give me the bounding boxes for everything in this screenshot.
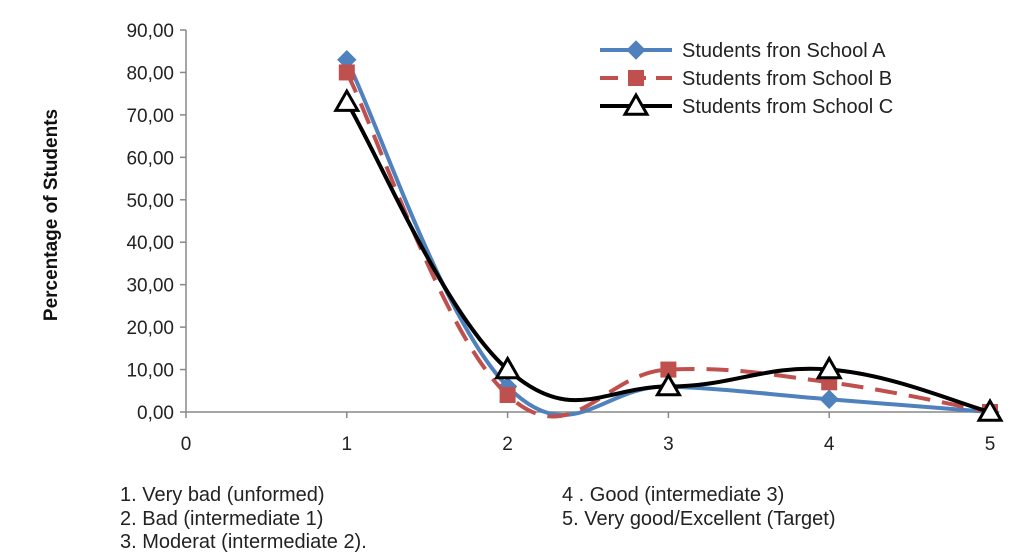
series-school-c-marker [815, 355, 843, 380]
series-school-b-marker [338, 64, 355, 81]
x-tick-label: 5 [985, 434, 996, 455]
legend-2-marker [628, 70, 644, 86]
x-tick-label: 2 [502, 434, 513, 455]
y-tick-labels: 0,00 10,00 20,00 30,00 40,00 50,00 60,00 70,00 8… [126, 21, 186, 424]
series-school-c-marker [976, 397, 1004, 422]
series-school-a-marker [819, 389, 839, 409]
y-tick-label: 20,00 [126, 318, 174, 339]
y-tick-label: 60,00 [126, 148, 174, 169]
y-tick-label: 10,00 [126, 361, 174, 382]
series-school-c-line [345, 101, 991, 414]
legend-1-marker [626, 40, 646, 60]
y-tick-label: 80,00 [126, 63, 174, 84]
note-4: 4 . Good (intermediate 3) [562, 484, 785, 506]
legend-3-marker [622, 91, 650, 116]
y-tick-label: 40,00 [126, 233, 174, 254]
series-school-c-marker [494, 355, 522, 380]
series-group [333, 50, 1004, 422]
series-school-b-marker [499, 387, 516, 404]
series-school-a-line [345, 58, 991, 417]
legend: Students fron School A Students from Scho… [600, 40, 893, 118]
x-tick-label: 1 [342, 434, 353, 455]
series-school-c [333, 88, 1004, 422]
series-school-b-marker [660, 361, 677, 378]
y-tick-label: 70,00 [126, 106, 174, 127]
legend-label-2: Students from School B [682, 68, 892, 90]
y-tick-label: 50,00 [126, 191, 174, 212]
y-tick-label: 0,00 [137, 403, 174, 424]
legend-label-1: Students fron School A [682, 40, 886, 62]
y-axis-label: Percentage of Students [41, 109, 62, 321]
series-school-c-marker [333, 88, 361, 112]
y-tick-label: 30,00 [126, 276, 174, 297]
x-tick-label: 4 [824, 434, 835, 455]
x-tick-label: 0 [181, 434, 192, 455]
legend-label-3: Students from School C [682, 96, 893, 118]
note-3: 3. Moderat (intermediate 2). [120, 531, 367, 553]
x-tick-labels: 0 1 2 3 4 5 [181, 412, 996, 455]
note-5: 5. Very good/Excellent (Target) [562, 508, 836, 530]
y-tick-label: 90,00 [126, 21, 174, 42]
x-tick-label: 3 [663, 434, 674, 455]
series-school-c-marker [654, 372, 682, 397]
note-2: 2. Bad (intermediate 1) [120, 508, 324, 530]
note-1: 1. Very bad (unformed) [120, 484, 325, 506]
